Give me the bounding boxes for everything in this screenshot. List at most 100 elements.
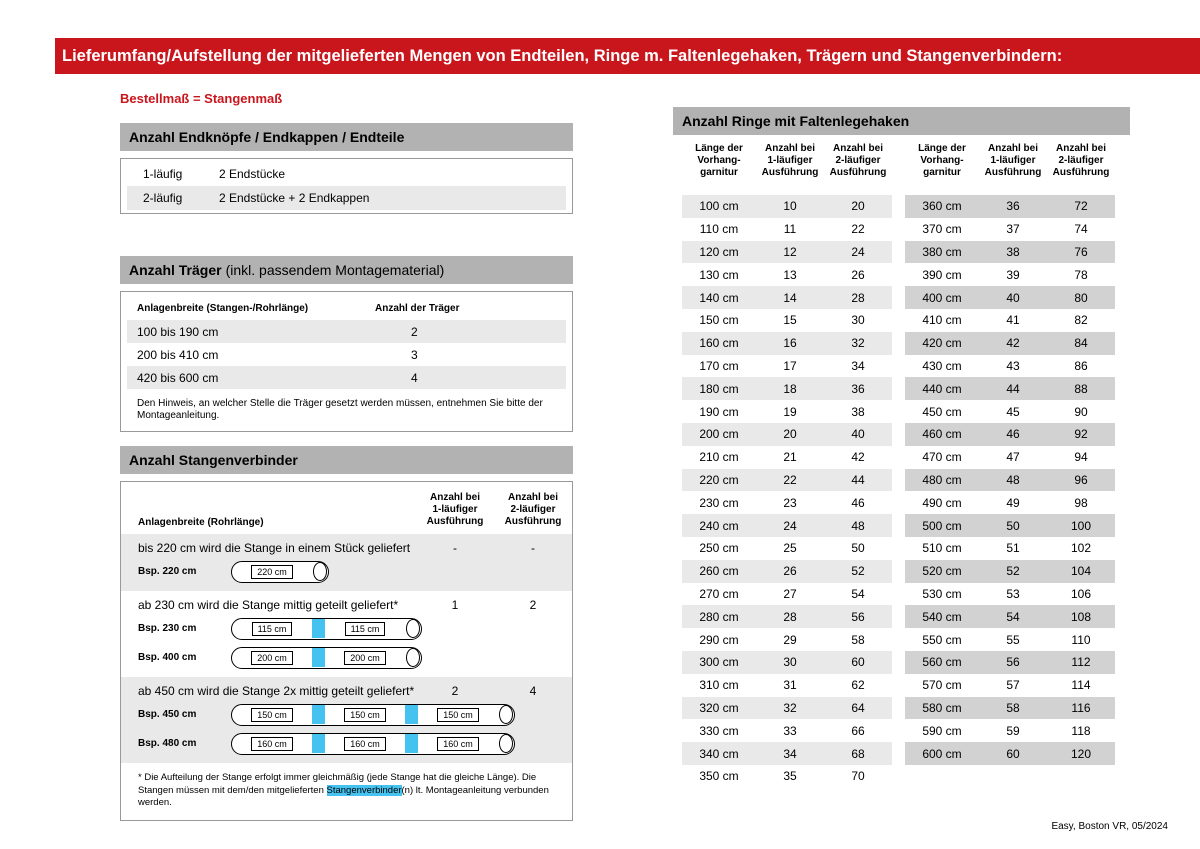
table-row: 210 cm 21 42: [682, 446, 892, 469]
column-header-2-laeufig: Anzahl bei 2-läufiger Ausführung: [504, 492, 562, 527]
segment-length-label: 200 cm: [251, 650, 293, 665]
table-cell: 68: [851, 746, 865, 761]
table-row: 250 cm 25 50: [682, 537, 892, 560]
table-cell: 78: [1074, 267, 1088, 282]
verbinder-rule-text: ab 230 cm wird die Stange mittig geteilt…: [138, 597, 399, 612]
section-header-endteile: Anzahl Endknöpfe / Endkappen / Endteile: [120, 123, 573, 151]
table-row: 140 cm 14 28: [682, 286, 892, 309]
table-row: 480 cm 48 96: [905, 468, 1115, 492]
table-row: 560 cm 56 112: [905, 650, 1115, 674]
table-row: 240 cm 24 48: [682, 514, 892, 537]
table-row: 470 cm 47 94: [905, 446, 1115, 469]
table-row: 510 cm 51 102: [905, 537, 1115, 560]
table-row: 180 cm 18 36: [682, 377, 892, 401]
column-header-2-laeufig: Anzahl bei 2-läufiger Ausführung: [829, 143, 887, 178]
table-cell: 70: [851, 769, 865, 784]
table-cell: 170 cm: [699, 358, 739, 373]
rod-example: Bsp. 400 cm 200 cm 200 cm: [121, 643, 572, 672]
table-cell: 11: [783, 222, 797, 237]
table-cell: 430 cm: [922, 358, 962, 373]
table-cell: 22: [851, 222, 865, 237]
column-header-1-laeufig: Anzahl bei 1-läufiger Ausführung: [984, 143, 1042, 178]
table-cell: 2-läufig: [143, 191, 183, 205]
table-cell: 340 cm: [699, 746, 739, 761]
table-cell: 300 cm: [699, 655, 739, 670]
rod-endcap: [499, 734, 513, 753]
table-row: 370 cm 37 74: [905, 218, 1115, 241]
table-cell: 41: [1006, 313, 1020, 328]
table-row: 440 cm 44 88: [905, 377, 1115, 401]
rod-example: Bsp. 480 cm 160 cm 160 cm 160 cm: [121, 729, 572, 758]
table-row: 420 cm 42 84: [905, 331, 1115, 355]
table-cell: 46: [851, 495, 865, 510]
table-cell: 20: [783, 427, 797, 442]
table-cell: 102: [1070, 541, 1092, 556]
verbinder-count-1l: -: [453, 540, 457, 555]
table-cell: 60: [851, 655, 865, 670]
table-cell: 270 cm: [699, 586, 739, 601]
table-cell: 28: [851, 290, 865, 305]
example-label: Bsp. 480 cm: [138, 738, 197, 749]
table-cell: 27: [783, 586, 797, 601]
table-row: 390 cm 39 78: [905, 263, 1115, 286]
segment-length-label: 150 cm: [344, 707, 386, 722]
rod-connector: [312, 734, 325, 753]
table-row: 550 cm 55 110: [905, 628, 1115, 651]
table-cell: 310 cm: [699, 678, 739, 693]
table-cell: 350 cm: [699, 769, 739, 784]
table-cell: 490 cm: [922, 495, 962, 510]
table-row: 540 cm 54 108: [905, 605, 1115, 629]
table-cell: 200 cm: [699, 427, 739, 442]
table-row: 110 cm 11 22: [682, 218, 892, 241]
table-row: 460 cm 46 92: [905, 422, 1115, 446]
table-cell: 56: [851, 609, 865, 624]
table-row: 270 cm 27 54: [682, 583, 892, 606]
table-row: 290 cm 29 58: [682, 628, 892, 651]
table-cell: 560 cm: [922, 655, 962, 670]
table-cell: 94: [1074, 450, 1088, 465]
column-header-1-laeufig: Anzahl bei 1-läufiger Ausführung: [761, 143, 819, 178]
table-cell: 37: [1006, 222, 1020, 237]
table-cell: 26: [783, 564, 797, 579]
table-cell: 160 cm: [699, 336, 739, 351]
table-cell: 28: [783, 609, 797, 624]
rod-example: Bsp. 230 cm 115 cm 115 cm: [121, 614, 572, 643]
table-cell: 96: [1074, 472, 1088, 487]
rings-table-right: Länge der Vorhang- garnitur Anzahl bei 1…: [905, 143, 1115, 788]
table-cell: 36: [1006, 199, 1020, 214]
table-cell: 84: [1074, 336, 1088, 351]
table-cell: 130 cm: [699, 267, 739, 282]
section-header-stangenverbinder: Anzahl Stangenverbinder: [120, 446, 573, 474]
segment-length-label: 150 cm: [251, 707, 293, 722]
table-cell: 53: [1006, 586, 1020, 601]
table-cell: 4: [411, 370, 418, 385]
verbinder-rule-text: bis 220 cm wird die Stange in einem Stüc…: [138, 540, 411, 555]
table-cell: 100: [1070, 518, 1092, 533]
table-cell: 24: [783, 518, 797, 533]
verbinder-row: bis 220 cm wird die Stange in einem Stüc…: [121, 538, 572, 557]
rod-segment: 160 cm: [418, 734, 498, 754]
segment-length-label: 115 cm: [251, 621, 293, 636]
table-cell: 47: [1006, 450, 1020, 465]
rings-rows-right: 360 cm 36 72 370 cm 37 74 380 cm 38 76 390 cm 39 78…: [905, 195, 1115, 765]
rod-segment: 200 cm: [325, 648, 405, 668]
rings-table-header: Länge der Vorhang- garnitur Anzahl bei 1…: [905, 143, 1115, 193]
rod-segment: 200 cm: [232, 648, 312, 668]
table-cell: 110: [1071, 632, 1091, 647]
table-row: 300 cm 30 60: [682, 650, 892, 674]
table-cell: 120: [1070, 746, 1092, 761]
table-cell: 39: [1006, 267, 1020, 282]
table-cell: 100 bis 190 cm: [137, 324, 219, 339]
verbinder-count-2l: 2: [529, 597, 537, 612]
table-cell: 42: [851, 450, 865, 465]
example-label: Bsp. 400 cm: [138, 652, 197, 663]
table-row: 600 cm 60 120: [905, 742, 1115, 765]
table-cell: 98: [1074, 495, 1088, 510]
table-cell: 250 cm: [699, 541, 739, 556]
table-cell: 58: [851, 632, 865, 647]
table-cell: 370 cm: [922, 222, 962, 237]
table-row: 520 cm 52 104: [905, 559, 1115, 583]
verbinder-footnote: * Die Aufteilung der Stange erfolgt imme…: [121, 763, 572, 810]
table-cell: 19: [783, 404, 797, 419]
table-cell: 380 cm: [922, 244, 962, 259]
